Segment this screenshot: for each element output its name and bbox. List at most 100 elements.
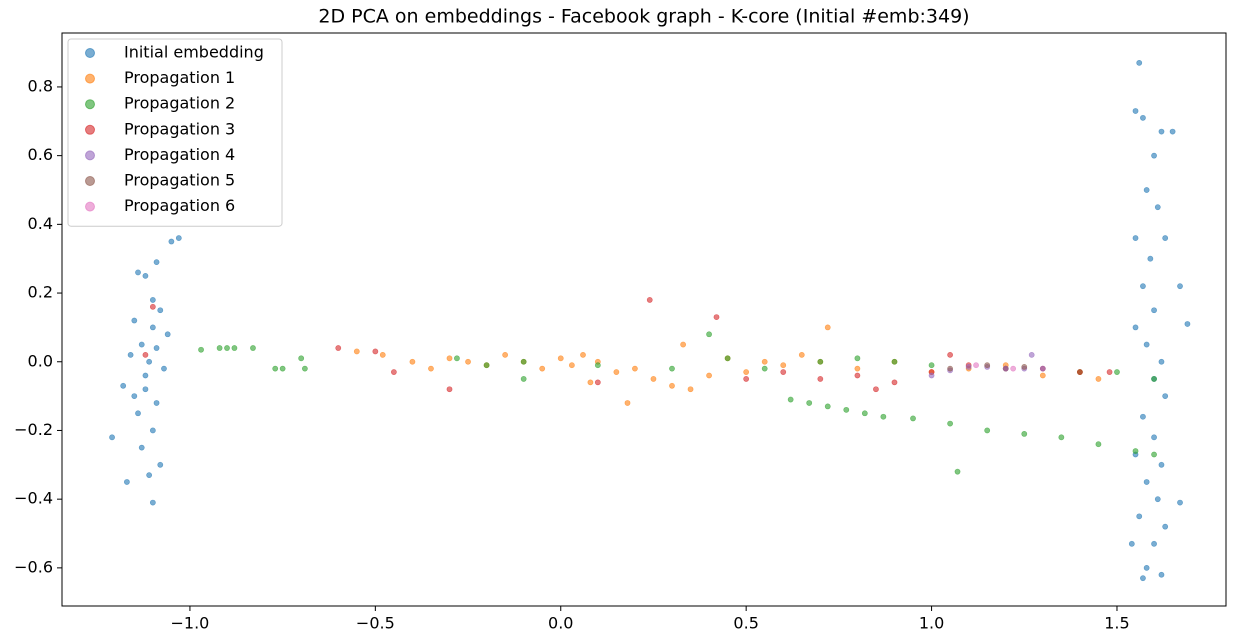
point [149, 303, 156, 310]
point [928, 362, 935, 369]
point [353, 348, 360, 355]
legend-box [67, 38, 283, 227]
x-tick-label: −0.5 [356, 614, 395, 633]
point [713, 314, 720, 320]
point [1151, 540, 1157, 547]
legend-label: Propagation 2 [124, 94, 235, 113]
point [390, 369, 397, 375]
point [1095, 376, 1102, 382]
point [142, 351, 149, 358]
point [146, 358, 153, 365]
point [446, 386, 453, 393]
y-tick-label: 0.2 [28, 283, 53, 302]
point [947, 420, 954, 427]
x-tick-label: 0.5 [733, 614, 758, 633]
point [594, 379, 601, 386]
point [142, 272, 149, 279]
point [854, 355, 861, 362]
point [250, 345, 256, 351]
point [1095, 441, 1102, 448]
point [164, 331, 171, 338]
point [379, 351, 386, 358]
point [1184, 321, 1191, 327]
legend-label: Initial embedding [124, 43, 264, 62]
point [149, 499, 156, 506]
axes-frame [61, 32, 1227, 607]
point [1076, 369, 1083, 375]
point [780, 362, 787, 369]
point [1151, 376, 1157, 382]
point [568, 362, 575, 369]
point [1151, 152, 1157, 159]
point [1158, 128, 1165, 135]
y-tick-label: 0.4 [28, 214, 53, 233]
point [428, 365, 434, 372]
point [594, 362, 601, 369]
point [798, 351, 805, 358]
point [1114, 369, 1120, 375]
point [142, 372, 149, 379]
point [1162, 235, 1169, 241]
point [669, 365, 675, 372]
point [891, 379, 898, 386]
point [787, 396, 794, 403]
point [780, 369, 787, 375]
point [1143, 187, 1150, 193]
point [1028, 351, 1035, 358]
point [153, 400, 160, 406]
point [646, 297, 653, 303]
point [557, 355, 564, 362]
point [272, 365, 279, 372]
point [1140, 413, 1146, 420]
point [1132, 324, 1139, 331]
point [1136, 513, 1143, 520]
point [138, 341, 145, 348]
point [1140, 283, 1146, 290]
point [965, 364, 972, 370]
point [520, 376, 527, 382]
point [1002, 365, 1009, 372]
point [465, 358, 471, 365]
y-tick-label: −0.6 [14, 557, 53, 576]
point [446, 355, 453, 362]
point [843, 406, 850, 413]
point [483, 362, 490, 369]
point [502, 351, 509, 358]
point [669, 382, 675, 389]
legend-label: Propagation 4 [124, 145, 235, 164]
point [224, 345, 230, 351]
point [149, 427, 156, 434]
point [1177, 283, 1183, 290]
point [153, 259, 160, 266]
point [1158, 461, 1165, 468]
point [198, 346, 204, 353]
legend-marker [85, 150, 95, 161]
point [880, 413, 887, 420]
legend-label: Propagation 6 [124, 196, 235, 215]
point [761, 365, 768, 372]
point [1143, 479, 1150, 485]
legend-marker [85, 201, 95, 212]
point [1158, 358, 1165, 365]
point [1140, 114, 1146, 121]
point [861, 410, 868, 417]
y-tick-label: 0.0 [28, 351, 53, 370]
point [854, 365, 861, 372]
point [817, 358, 824, 365]
point [824, 324, 831, 331]
y-tick-label: 0.8 [28, 76, 53, 95]
point [761, 358, 768, 365]
point [1158, 571, 1165, 578]
point [1140, 575, 1146, 582]
point [135, 410, 141, 417]
point [973, 362, 979, 369]
point [1010, 365, 1017, 372]
point [954, 468, 961, 475]
legend-marker [85, 124, 95, 135]
point [1132, 235, 1139, 241]
point [157, 307, 164, 314]
point [1106, 369, 1113, 375]
point [1169, 128, 1176, 135]
point [706, 372, 712, 379]
